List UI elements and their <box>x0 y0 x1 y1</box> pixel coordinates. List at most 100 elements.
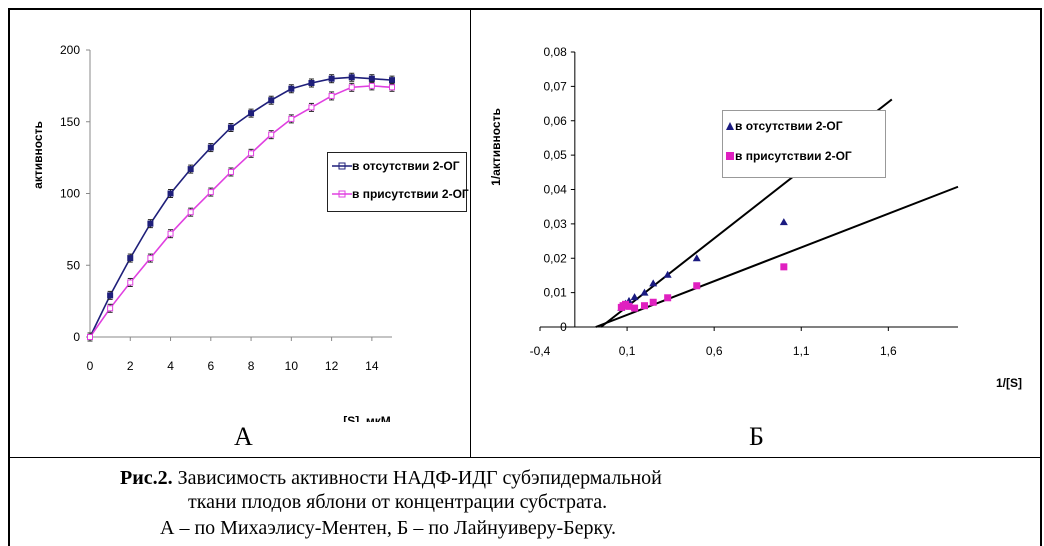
legend-a-line-icon-1 <box>332 162 352 170</box>
data-point <box>227 168 234 175</box>
caption-divider <box>8 457 1042 458</box>
top-border <box>8 8 1042 10</box>
legend-b-label-1: в отсутствии 2-ОГ <box>735 119 843 133</box>
data-point-square <box>641 302 648 310</box>
y-tick-label: 100 <box>60 187 80 201</box>
data-point <box>227 124 234 131</box>
y-tick-label: 0 <box>73 330 80 344</box>
data-point-triangle <box>630 293 639 301</box>
x-tick-label: 0,1 <box>619 344 636 358</box>
data-point <box>288 85 295 92</box>
x-tick-label: 1,6 <box>880 344 897 358</box>
data-point <box>187 166 194 173</box>
y-tick-label: 150 <box>60 115 80 129</box>
left-border <box>8 8 10 546</box>
data-point <box>107 305 114 312</box>
data-point-square <box>631 304 639 312</box>
y-tick-label: 0,06 <box>543 114 567 128</box>
legend-a: в отсутствии 2-ОГ в присутствии 2-ОГ <box>327 152 469 212</box>
data-point <box>147 255 154 262</box>
x-tick-label: 12 <box>325 359 339 373</box>
data-point <box>107 292 114 299</box>
legend-a-line-icon-2 <box>332 190 352 198</box>
data-point <box>248 110 255 117</box>
y-tick-label: 0,07 <box>543 79 567 93</box>
data-point <box>368 75 375 82</box>
y-tick-label: 0 <box>560 320 567 334</box>
x-tick-label: 0 <box>87 359 94 373</box>
legend-b: в отсутствии 2-ОГ в присутствии 2-ОГ <box>722 110 886 178</box>
middle-divider <box>470 8 471 458</box>
y-tick-label: 0,02 <box>543 251 567 265</box>
x-tick-label: 10 <box>285 359 299 373</box>
y-tick-label: 0,04 <box>543 183 567 197</box>
legend-b-item-2: в присутствии 2-ОГ <box>725 149 852 163</box>
x-tick-label: 1,1 <box>793 344 810 358</box>
legend-b-item-1: в отсутствии 2-ОГ <box>725 119 843 133</box>
legend-a-item-1: в отсутствии 2-ОГ <box>332 159 460 173</box>
data-point <box>348 74 355 81</box>
x-tick-label: 4 <box>167 359 174 373</box>
panel-b: 0 0,01 0,02 0,03 0,04 0,05 0,06 0,07 0,08 -0,4 0,1… <box>474 12 1038 422</box>
chart-b: 0 0,01 0,02 0,03 0,04 0,05 0,06 0,07 0,08 -0,4 0,1… <box>489 45 1022 390</box>
y-tick-label: 50 <box>67 258 81 272</box>
data-point <box>127 279 134 286</box>
y-tick-label: 0,03 <box>543 217 567 231</box>
legend-a-label-2: в присутствии 2-ОГ <box>352 187 469 201</box>
legend-a-item-2: в присутствии 2-ОГ <box>332 187 469 201</box>
data-point <box>288 115 295 122</box>
data-point <box>127 255 134 262</box>
x-tick-label: 2 <box>127 359 134 373</box>
data-point <box>389 77 395 84</box>
caption-line-2: ткани плодов яблони от концентрации субс… <box>188 491 608 513</box>
series-line-1 <box>89 76 393 338</box>
data-point <box>348 84 355 91</box>
data-point-square <box>625 302 633 310</box>
x-tick-label: 0,6 <box>706 344 723 358</box>
panel-a-letter: А <box>234 422 253 451</box>
y-tick-label: 0,01 <box>543 286 567 300</box>
data-point <box>147 220 154 227</box>
data-point <box>268 131 275 138</box>
caption-line-1: Рис.2. Зависимость активности НАДФ-ИДГ с… <box>120 466 662 490</box>
panel-a: 0 50 100 150 200 0 2 4 6 8 10 12 14 активность [S], мк… <box>12 12 469 428</box>
y-tick-label: 0,08 <box>543 45 567 59</box>
data-point-square <box>649 298 657 306</box>
triangle-icon <box>726 122 734 130</box>
x-tick-label: 14 <box>365 359 379 373</box>
data-point-triangle <box>649 279 658 287</box>
data-point <box>368 82 375 89</box>
data-point <box>87 334 93 340</box>
data-point <box>248 150 255 157</box>
data-point <box>268 97 275 104</box>
data-point <box>207 144 214 151</box>
data-point <box>207 189 214 196</box>
x-axis-label: 1/[S] <box>996 376 1022 390</box>
data-point-triangle <box>640 288 649 296</box>
data-point <box>328 75 335 82</box>
panel-b-letter: Б <box>749 422 764 451</box>
data-point-square <box>664 294 672 302</box>
right-border <box>1040 8 1042 546</box>
x-tick-label: 8 <box>248 359 255 373</box>
data-point <box>167 190 174 197</box>
caption-line-1-text: Зависимость активности НАДФ-ИДГ субэпиде… <box>172 467 662 489</box>
y-tick-label: 0,05 <box>543 148 567 162</box>
legend-a-label-1: в отсутствии 2-ОГ <box>352 159 460 173</box>
data-point-square <box>693 282 701 290</box>
series-line-2 <box>89 85 393 338</box>
trendline-2 <box>595 185 959 328</box>
y-tick-label: 200 <box>60 43 80 57</box>
caption-line-3: А – по Михаэлису-Ментен, Б – по Лайнуиве… <box>160 517 616 539</box>
legend-b-label-2: в присутствии 2-ОГ <box>735 149 852 163</box>
y-axis-label: 1/активность <box>489 108 503 186</box>
data-point-triangle <box>779 218 788 226</box>
figure-caption: Рис.2. Зависимость активности НАДФ-ИДГ с… <box>0 460 1044 546</box>
data-point-triangle <box>663 270 672 278</box>
x-tick-label: -0,4 <box>530 344 551 358</box>
caption-bold-prefix: Рис.2. <box>120 467 173 489</box>
y-axis-label: активность <box>31 121 45 189</box>
x-tick-label: 6 <box>207 359 214 373</box>
data-point <box>308 104 315 111</box>
data-point <box>308 80 315 87</box>
